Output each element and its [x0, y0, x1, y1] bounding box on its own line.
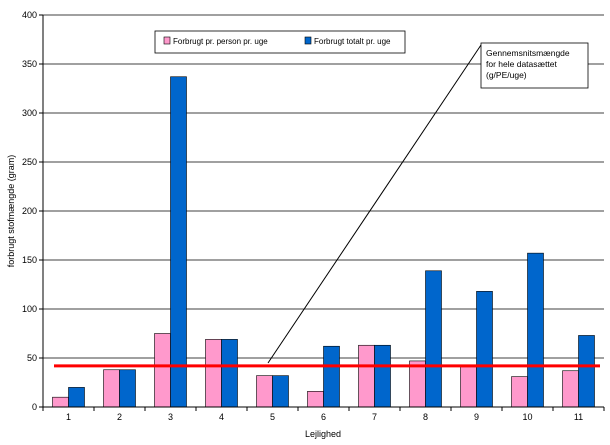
bar-total	[272, 375, 289, 408]
legend-swatch-pink	[163, 36, 171, 45]
bar-person	[307, 391, 324, 408]
annotation-line-2: for hele datasættet	[486, 59, 558, 69]
x-tick-label: 7	[372, 412, 377, 422]
legend-label-person: Forbrugt pr. person pr. uge	[173, 37, 268, 46]
bar-person	[103, 369, 120, 408]
bar-total	[374, 344, 391, 408]
bar-person	[154, 333, 171, 408]
bar-total	[119, 369, 136, 408]
x-tick-label: 4	[219, 412, 224, 422]
bar-person	[562, 370, 579, 408]
annotation-box	[480, 42, 589, 89]
y-tick-label: 100	[22, 304, 37, 314]
bar-person	[460, 366, 477, 408]
y-axis-title: forbrugt stofmængde (gram)	[6, 155, 16, 268]
bar-person	[358, 344, 375, 408]
y-tick-label: 300	[22, 108, 37, 118]
annotation: Gennemsnitsmængde for hele datasættet (g…	[267, 42, 589, 364]
annotation-line-1: Gennemsnitsmængde	[486, 48, 570, 58]
bars	[52, 76, 595, 408]
bar-total	[170, 76, 187, 408]
bar-total	[221, 339, 238, 408]
bar-total	[476, 291, 493, 408]
x-tick-label: 3	[168, 412, 173, 422]
x-tick-label: 9	[474, 412, 479, 422]
legend-swatch-blue	[304, 36, 312, 45]
bar-total	[68, 387, 85, 408]
x-tick-label: 6	[321, 412, 326, 422]
y-tick-label: 250	[22, 157, 37, 167]
bar-total	[425, 270, 442, 408]
x-tick-labels: 1 2 3 4 5 6 7 8 9 10 11	[42, 407, 605, 422]
x-tick-label: 1	[66, 412, 71, 422]
bar-total	[323, 345, 340, 408]
y-tick-label: 350	[22, 59, 37, 69]
y-tick-label: 0	[32, 402, 37, 412]
gridlines	[43, 14, 604, 359]
x-axis-title: Lejlighed	[305, 429, 341, 439]
bar-person	[511, 376, 528, 408]
x-tick-label: 2	[117, 412, 122, 422]
bar-total	[578, 335, 595, 408]
annotation-pointer	[267, 44, 482, 364]
y-tick-label: 200	[22, 206, 37, 216]
bar-person	[256, 375, 273, 408]
y-tick-label: 150	[22, 255, 37, 265]
x-tick-label: 10	[522, 412, 532, 422]
x-tick-label: 5	[270, 412, 275, 422]
legend-label-total: Forbrugt totalt pr. uge	[314, 37, 391, 46]
y-tick-labels: 0 50 100 150 200 250 300 350 400	[22, 10, 43, 412]
y-tick-label: 400	[22, 10, 37, 20]
legend: Forbrugt pr. person pr. uge Forbrugt tot…	[154, 30, 406, 54]
legend-box	[154, 30, 406, 54]
x-tick-label: 11	[574, 412, 583, 422]
bar-total	[527, 252, 544, 408]
bar-person	[205, 339, 222, 408]
bar-person	[409, 360, 426, 408]
y-tick-label: 50	[27, 353, 37, 363]
annotation-line-3: (g/PE/uge)	[486, 70, 527, 80]
x-tick-label: 8	[423, 412, 428, 422]
bar-person	[52, 396, 69, 408]
